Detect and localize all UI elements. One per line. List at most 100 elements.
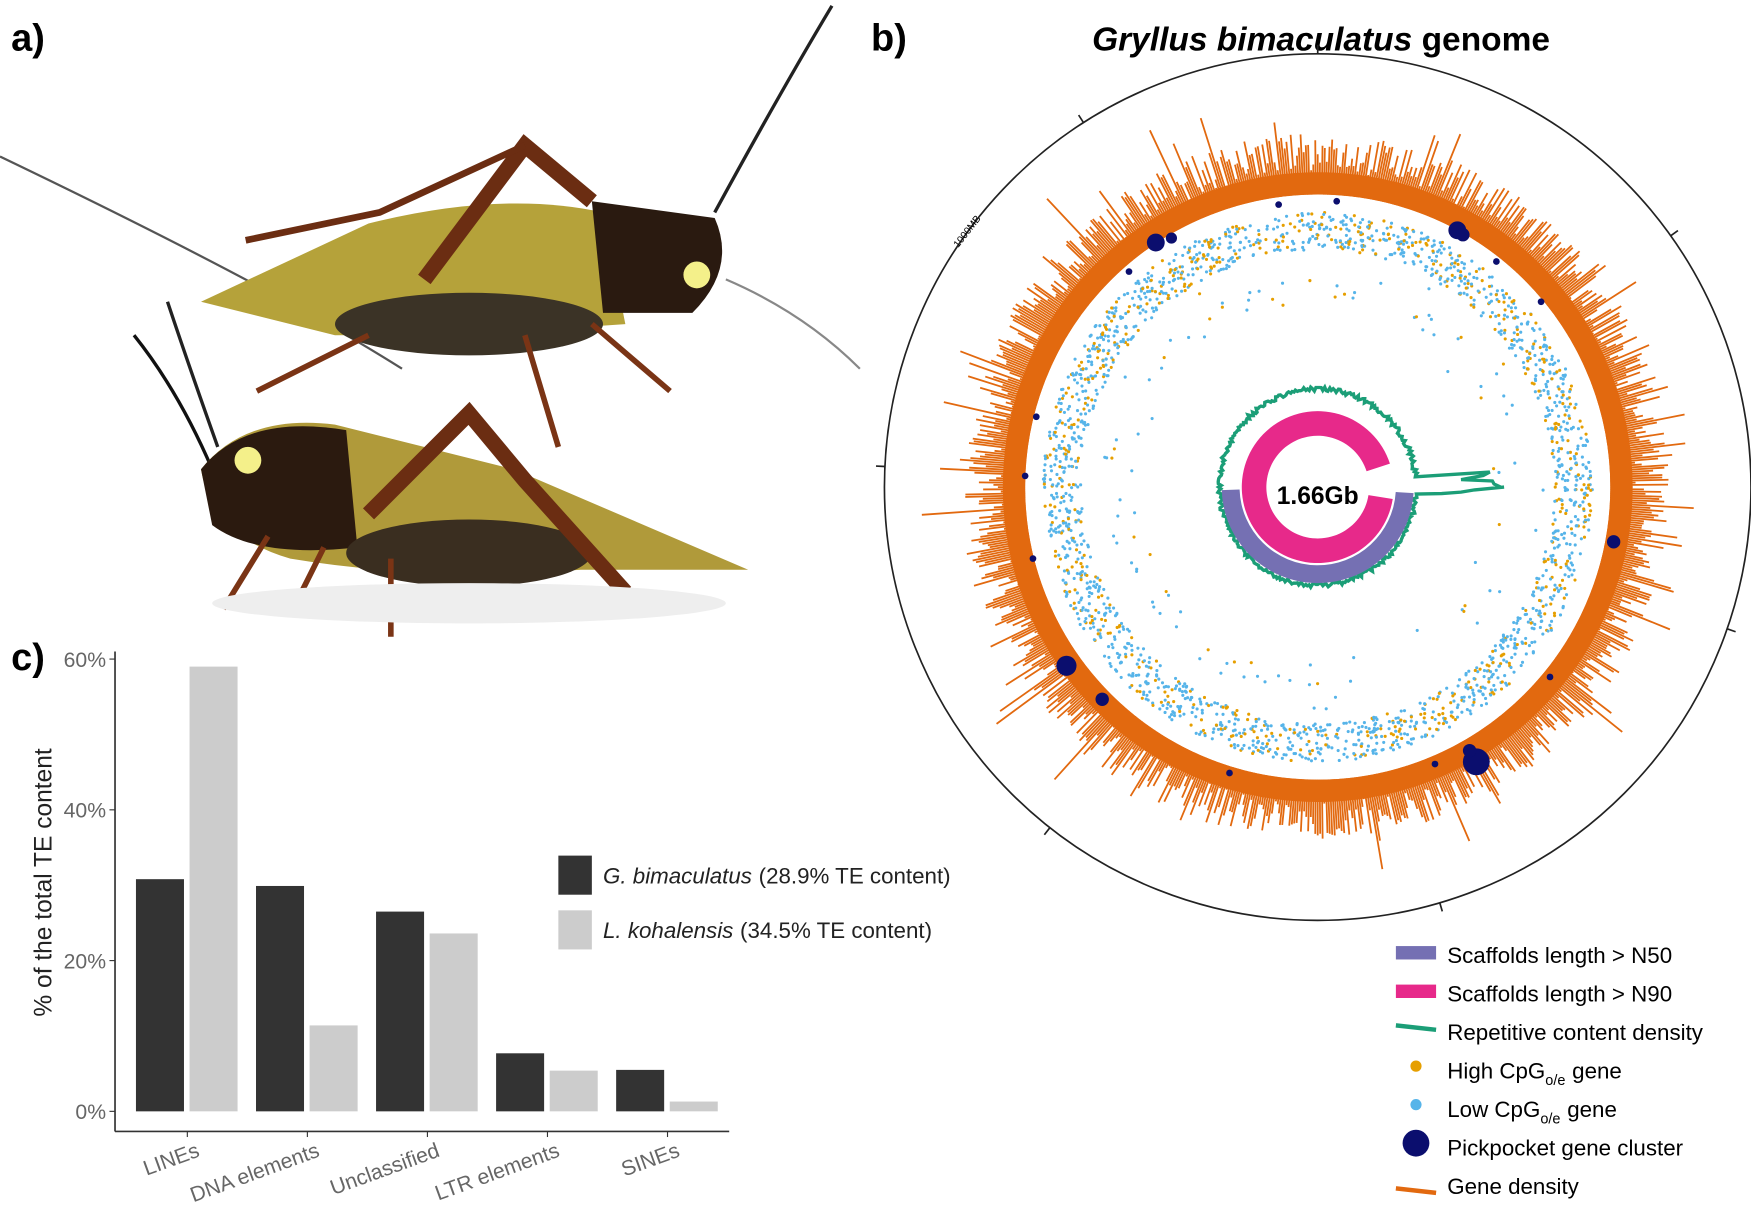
cpg-point-decor — [1254, 724, 1258, 728]
cpg-point-decor — [1252, 243, 1256, 247]
cpg-point-decor — [1364, 725, 1368, 729]
ring-tick — [1043, 827, 1051, 836]
cpg-point-decor — [1555, 586, 1559, 590]
cpg-point-decor — [1290, 239, 1295, 243]
cpg-point-decor — [1312, 706, 1316, 710]
cpg-point-decor — [1251, 743, 1255, 747]
cpg-point-decor — [1064, 391, 1068, 395]
cpg-point-decor — [1058, 465, 1062, 469]
cpg-point-decor — [1042, 468, 1046, 473]
cpg-point-decor — [1179, 610, 1183, 614]
cpg-point-decor — [1533, 390, 1537, 394]
cpg-point-decor — [1276, 674, 1281, 678]
cpg-point-decor — [1077, 518, 1081, 522]
cpg-point-decor — [1058, 524, 1062, 528]
cpg-point-decor — [1217, 256, 1221, 260]
cpg-point-decor — [1288, 222, 1292, 226]
cpg-point-decor — [1409, 737, 1413, 741]
cpg-point-decor — [1227, 234, 1232, 238]
legend-after: gene — [1572, 1058, 1622, 1083]
cpg-point-decor — [1582, 492, 1586, 496]
cpg-point-decor — [1264, 744, 1268, 749]
cpg-point-decor — [1153, 678, 1158, 682]
cpg-point-decor — [1093, 398, 1097, 403]
cpg-point-decor — [1073, 540, 1077, 544]
cpg-point-decor — [1048, 477, 1052, 482]
cpg-point-decor — [1144, 295, 1148, 299]
cpg-point-decor — [1214, 723, 1218, 727]
cpg-point-decor — [1550, 377, 1554, 381]
cpg-point-decor — [1481, 311, 1485, 315]
cpg-point-decor — [1083, 423, 1088, 427]
cpg-point-decor — [1135, 569, 1139, 573]
cpg-point-decor — [1115, 330, 1119, 334]
cpg-point-decor — [1344, 739, 1348, 743]
cpg-point-decor — [1533, 640, 1537, 644]
cpg-point-decor — [1114, 309, 1118, 313]
cpg-point-decor — [1043, 463, 1047, 467]
cpg-point-decor — [1170, 718, 1174, 722]
cpg-point-decor — [1139, 297, 1143, 301]
cpg-point-decor — [1560, 533, 1564, 537]
cpg-point-decor — [1136, 279, 1140, 283]
cpg-point-decor — [1565, 408, 1569, 413]
cpg-point-decor — [1439, 244, 1443, 248]
cpg-point-decor — [1150, 286, 1154, 290]
cpg-point-decor — [1080, 556, 1084, 560]
cpg-point-decor — [1553, 558, 1557, 562]
cpg-point-decor — [1193, 240, 1198, 244]
cpg-point-decor — [1544, 385, 1549, 389]
cpg-point-decor — [1371, 730, 1375, 734]
cpg-point-decor — [1122, 293, 1126, 297]
cpg-point-decor — [1172, 271, 1177, 275]
cpg-point-decor — [1365, 748, 1369, 752]
cpg-point-decor — [1172, 258, 1176, 263]
cpg-point-decor — [1431, 710, 1435, 714]
cpg-point-decor — [1546, 414, 1550, 418]
cpg-point-decor — [1178, 265, 1182, 269]
cpg-point-decor — [1115, 612, 1119, 616]
cpg-point-decor — [1391, 733, 1395, 737]
cpg-point-decor — [1397, 247, 1401, 251]
cpg-point-decor — [1266, 724, 1270, 728]
cpg-point-decor — [1528, 352, 1532, 356]
cpg-point-decor — [1575, 478, 1579, 482]
cpg-point-decor — [1314, 726, 1318, 731]
cpg-point-decor — [1566, 525, 1570, 529]
cpg-point-decor — [1475, 683, 1479, 687]
cpg-point-decor — [1584, 432, 1588, 436]
cpg-point-decor — [1204, 257, 1209, 261]
cpg-point-decor — [1430, 258, 1434, 263]
cpg-point-decor — [1472, 700, 1476, 704]
legend-label: Repetitive content density — [1447, 1020, 1704, 1045]
cpg-point-decor — [1493, 688, 1497, 692]
cpg-point-decor — [1274, 238, 1278, 242]
cpg-point-decor — [1518, 616, 1522, 620]
cpg-point-decor — [1567, 416, 1572, 420]
cpg-point-decor — [1275, 247, 1279, 251]
pickpocket-decor — [1056, 655, 1077, 676]
cpg-point-decor — [1520, 338, 1524, 342]
cpg-point-decor — [1345, 755, 1349, 759]
cpg-point-decor — [1501, 646, 1505, 650]
cpg-point-decor — [1086, 609, 1090, 613]
cpg-point-decor — [1221, 712, 1225, 716]
cpg-point-decor — [1348, 679, 1353, 683]
cpg-point-decor — [1574, 475, 1578, 479]
cpg-point-decor — [1403, 732, 1407, 736]
cpg-point-decor — [1302, 725, 1306, 729]
cpg-point-decor — [1203, 239, 1207, 243]
cpg-point-decor — [1248, 291, 1252, 295]
cpg-point-decor — [1084, 367, 1088, 371]
cpg-point-decor — [1468, 272, 1472, 276]
cpg-point-decor — [1299, 748, 1303, 752]
cpg-point-decor — [1104, 357, 1108, 361]
cpg-point-decor — [1347, 229, 1351, 233]
cpg-point-decor — [1272, 227, 1276, 231]
cpg-point-decor — [1487, 284, 1492, 288]
cpg-point-decor — [1168, 270, 1172, 274]
cpg-point-decor — [1138, 690, 1142, 694]
cpg-point-decor — [1457, 678, 1462, 682]
cpg-point-decor — [1058, 557, 1062, 561]
cpg-point-decor — [1498, 590, 1502, 594]
